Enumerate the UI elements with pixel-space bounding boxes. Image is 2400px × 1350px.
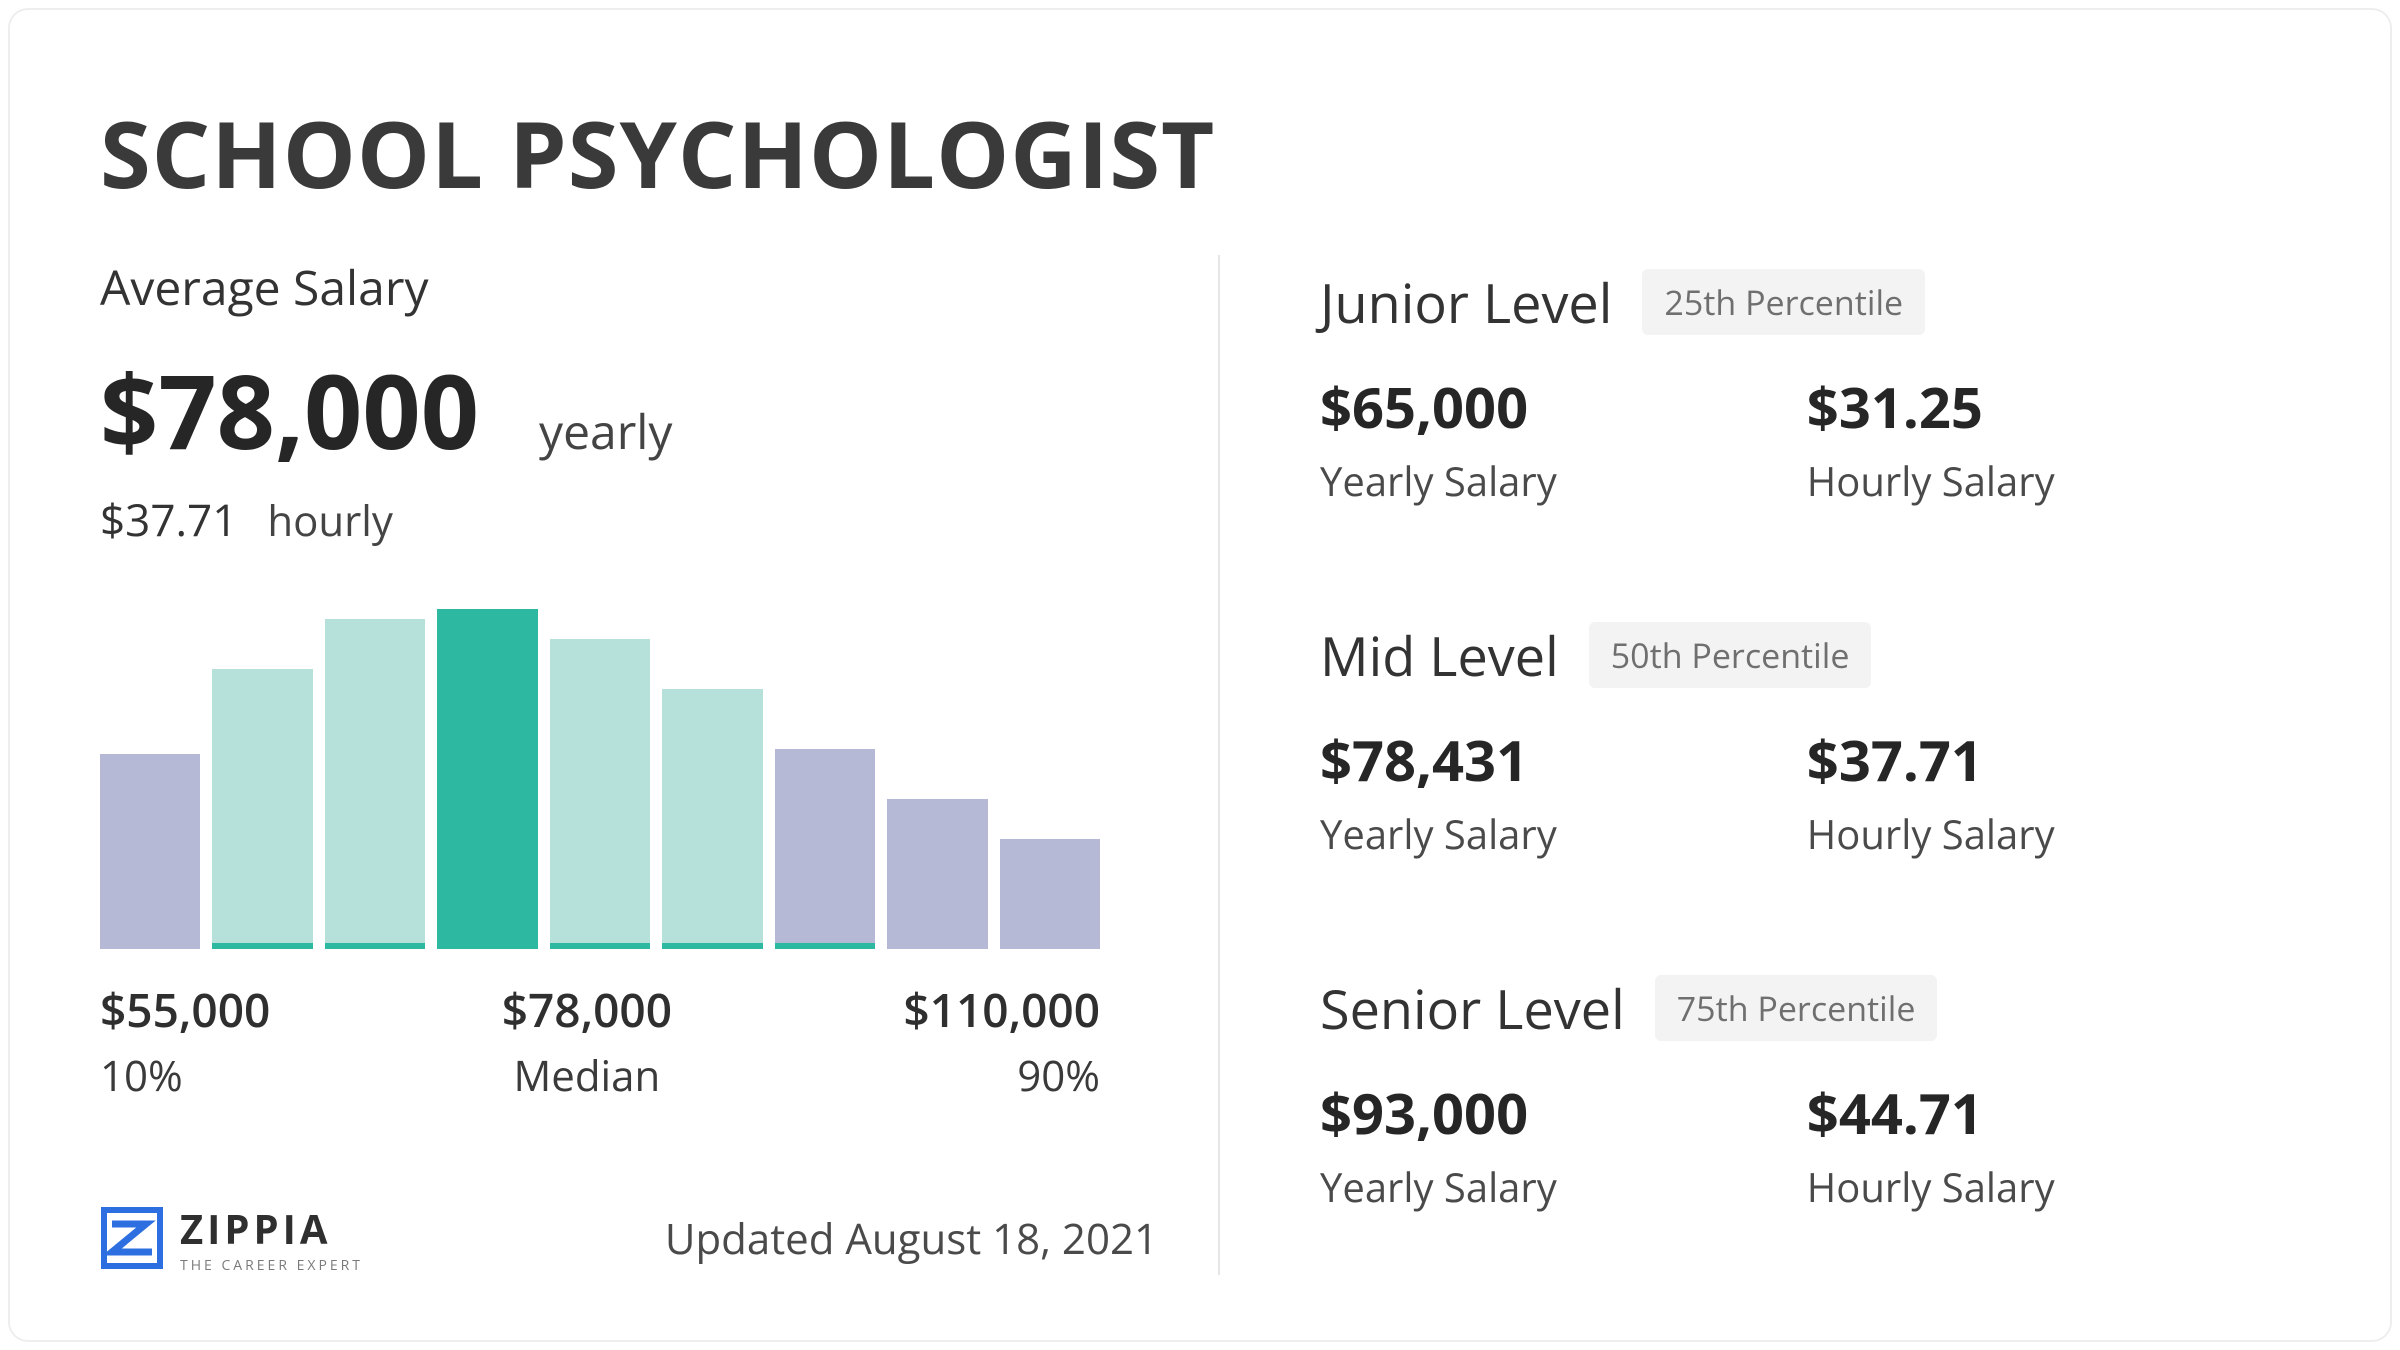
hourly-label: Hourly Salary: [1807, 1159, 2055, 1214]
axis-right: $110,000 90%: [903, 979, 1100, 1104]
level-name: Senior Level: [1320, 971, 1625, 1045]
level-block: Mid Level 50th Percentile $78,431 Yearly…: [1320, 618, 2300, 861]
average-yearly-row: $78,000 yearly: [100, 340, 1158, 479]
bar-underline: [437, 943, 537, 949]
axis-right-value: $110,000: [903, 979, 1100, 1041]
yearly-stat: $65,000 Yearly Salary: [1320, 369, 1557, 508]
yearly-value: $93,000: [1320, 1075, 1557, 1151]
histogram-bar: [550, 639, 650, 949]
average-hourly-value: $37.71: [100, 489, 237, 549]
updated-date: Updated August 18, 2021: [665, 1210, 1158, 1267]
hourly-label: Hourly Salary: [1807, 806, 2055, 861]
level-stats-row: $78,431 Yearly Salary $37.71 Hourly Sala…: [1320, 722, 2300, 861]
axis-mid-value: $78,000: [502, 979, 672, 1041]
content-row: Average Salary $78,000 yearly $37.71 hou…: [100, 255, 2300, 1275]
average-yearly-unit: yearly: [539, 399, 672, 464]
histogram-bar: [662, 689, 762, 949]
level-head: Junior Level 25th Percentile: [1320, 265, 2300, 339]
histogram-bar: [100, 754, 200, 949]
histogram-axis: $55,000 10% $78,000 Median $110,000 90%: [100, 979, 1100, 1104]
yearly-label: Yearly Salary: [1320, 453, 1557, 508]
yearly-label: Yearly Salary: [1320, 1159, 1557, 1214]
hourly-label: Hourly Salary: [1807, 453, 2055, 508]
salary-histogram: $55,000 10% $78,000 Median $110,000 90%: [100, 609, 1100, 1104]
histogram-bar: [325, 619, 425, 949]
histogram-bar: [775, 749, 875, 949]
zippia-logo: ZIPPIA THE CAREER EXPERT: [100, 1201, 363, 1275]
yearly-stat: $93,000 Yearly Salary: [1320, 1075, 1557, 1214]
zippia-logo-name: ZIPPIA: [180, 1201, 363, 1256]
histogram-bar: [887, 799, 987, 949]
average-salary-label: Average Salary: [100, 255, 1158, 320]
axis-right-label: 90%: [1017, 1047, 1100, 1104]
left-panel: Average Salary $78,000 yearly $37.71 hou…: [100, 255, 1220, 1275]
zippia-logo-text: ZIPPIA THE CAREER EXPERT: [180, 1201, 363, 1275]
bar-underline: [662, 943, 762, 949]
level-head: Senior Level 75th Percentile: [1320, 971, 2300, 1045]
levels-panel: Junior Level 25th Percentile $65,000 Yea…: [1220, 255, 2300, 1275]
level-stats-row: $65,000 Yearly Salary $31.25 Hourly Sala…: [1320, 369, 2300, 508]
zippia-logo-tagline: THE CAREER EXPERT: [180, 1256, 363, 1275]
percentile-badge: 50th Percentile: [1589, 622, 1872, 688]
hourly-value: $44.71: [1807, 1075, 2055, 1151]
average-hourly-unit: hourly: [267, 492, 393, 549]
hourly-value: $37.71: [1807, 722, 2055, 798]
yearly-label: Yearly Salary: [1320, 806, 1557, 861]
yearly-value: $65,000: [1320, 369, 1557, 445]
hourly-stat: $31.25 Hourly Salary: [1807, 369, 2055, 508]
hourly-stat: $44.71 Hourly Salary: [1807, 1075, 2055, 1214]
axis-mid: $78,000 Median: [502, 979, 672, 1104]
zippia-logo-icon: [100, 1206, 164, 1270]
histogram-bars: [100, 609, 1100, 949]
level-name: Junior Level: [1320, 265, 1612, 339]
left-footer: ZIPPIA THE CAREER EXPERT Updated August …: [100, 1141, 1158, 1275]
percentile-badge: 75th Percentile: [1655, 975, 1938, 1041]
level-block: Junior Level 25th Percentile $65,000 Yea…: [1320, 265, 2300, 508]
level-head: Mid Level 50th Percentile: [1320, 618, 2300, 692]
yearly-value: $78,431: [1320, 722, 1557, 798]
salary-card: SCHOOL PSYCHOLOGIST Average Salary $78,0…: [8, 8, 2392, 1342]
level-block: Senior Level 75th Percentile $93,000 Yea…: [1320, 971, 2300, 1214]
histogram-bar: [437, 609, 537, 949]
yearly-stat: $78,431 Yearly Salary: [1320, 722, 1557, 861]
axis-left: $55,000 10%: [100, 979, 270, 1104]
level-stats-row: $93,000 Yearly Salary $44.71 Hourly Sala…: [1320, 1075, 2300, 1214]
bar-underline: [550, 943, 650, 949]
histogram-bar: [212, 669, 312, 949]
level-name: Mid Level: [1320, 618, 1559, 692]
hourly-stat: $37.71 Hourly Salary: [1807, 722, 2055, 861]
hourly-value: $31.25: [1807, 369, 2055, 445]
bar-underline: [212, 943, 312, 949]
average-yearly-value: $78,000: [100, 340, 479, 479]
percentile-badge: 25th Percentile: [1642, 269, 1925, 335]
axis-left-value: $55,000: [100, 979, 270, 1041]
axis-left-label: 10%: [100, 1047, 183, 1104]
page-title: SCHOOL PSYCHOLOGIST: [100, 90, 2300, 215]
bar-underline: [325, 943, 425, 949]
histogram-bar: [1000, 839, 1100, 949]
bar-underline: [775, 943, 875, 949]
axis-mid-label: Median: [513, 1047, 660, 1104]
average-hourly-row: $37.71 hourly: [100, 489, 1158, 549]
